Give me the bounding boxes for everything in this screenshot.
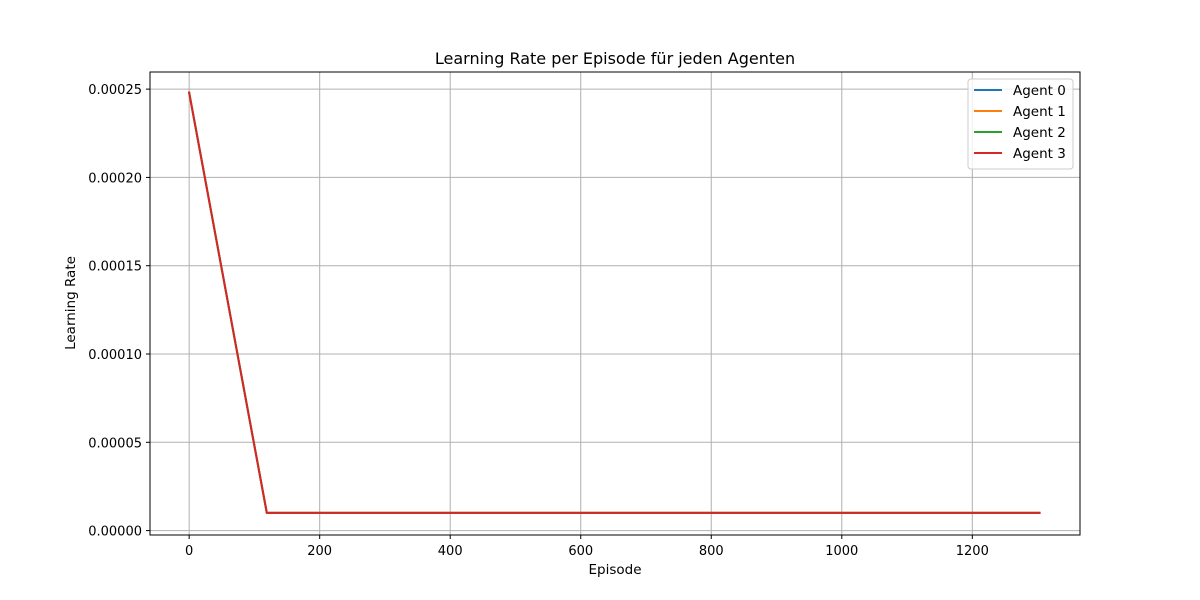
y-tick-label: 0.00020 xyxy=(88,171,142,186)
x-tick-label: 1200 xyxy=(956,544,989,559)
axis-ticks: 0 200 400 600 800 1000 1200 0.00000 0.00005 0.000… xyxy=(88,83,989,559)
legend-label: Agent 3 xyxy=(1013,146,1066,162)
x-tick-label: 1000 xyxy=(825,544,858,559)
legend-label: Agent 1 xyxy=(1013,104,1066,120)
plot-area-frame xyxy=(149,71,1081,536)
chart-title: Learning Rate per Episode für jeden Agen… xyxy=(435,49,795,68)
y-tick-label: 0.00000 xyxy=(88,525,142,540)
grid xyxy=(150,72,1080,535)
legend-label: Agent 0 xyxy=(1013,83,1066,99)
x-tick-label: 600 xyxy=(568,544,593,559)
legend-label: Agent 2 xyxy=(1013,125,1066,141)
legend: Agent 0 Agent 1 Agent 2 Agent 3 xyxy=(967,78,1074,170)
series-line-agent-3 xyxy=(187,91,1041,514)
y-tick-label: 0.00010 xyxy=(88,348,142,363)
y-axis-label: Learning Rate xyxy=(63,256,79,350)
x-tick-label: 400 xyxy=(438,544,463,559)
y-tick-label: 0.00005 xyxy=(88,436,142,451)
x-axis-label: Episode xyxy=(588,562,641,578)
legend-box xyxy=(967,78,1074,170)
y-tick-label: 0.00015 xyxy=(88,260,142,275)
x-tick-label: 200 xyxy=(307,544,332,559)
x-tick-label: 800 xyxy=(699,544,724,559)
y-tick-label: 0.00025 xyxy=(88,83,142,98)
series-lines xyxy=(187,91,1041,514)
x-tick-label: 0 xyxy=(185,544,193,559)
